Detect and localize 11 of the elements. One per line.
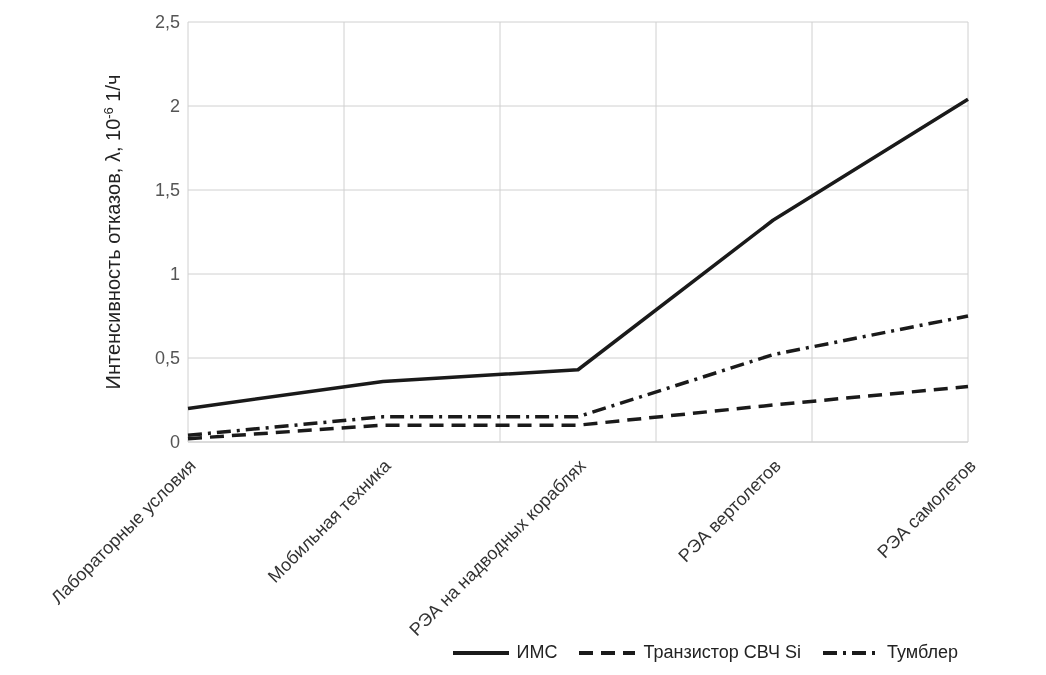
y-tick-label: 1,5 bbox=[154, 180, 180, 201]
y-tick-label: 0 bbox=[169, 432, 180, 453]
y-tick-label: 2,5 bbox=[154, 12, 180, 33]
line-series bbox=[186, 314, 970, 438]
line-series bbox=[186, 97, 970, 411]
legend-label: ИМС bbox=[515, 642, 558, 663]
legend-label: Тумблер bbox=[886, 642, 958, 663]
y-tick-label: 2 bbox=[169, 96, 180, 117]
legend-label: Транзистор СВЧ Si bbox=[642, 642, 802, 663]
y-tick-label: 1 bbox=[169, 264, 180, 285]
y-tick-label: 0,5 bbox=[154, 348, 180, 369]
